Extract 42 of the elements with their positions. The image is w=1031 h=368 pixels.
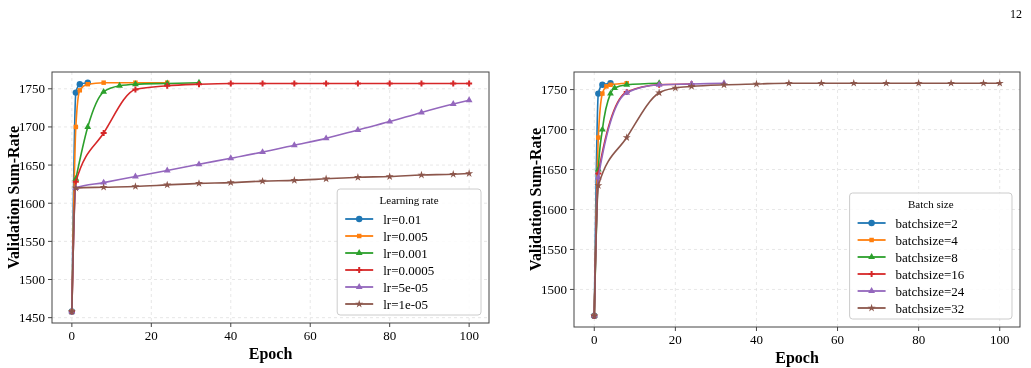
legend-label: lr=1e-05	[383, 296, 429, 312]
y-tick-label: 1700	[19, 119, 45, 135]
y-tick-label: 1450	[19, 310, 45, 326]
text: 12	[1010, 7, 1022, 21]
x-tick-label: 40	[224, 328, 238, 343]
x-tick-label: 20	[668, 332, 682, 347]
y-tick-label: 1650	[19, 157, 45, 173]
x-tick-label: 100	[989, 332, 1010, 347]
y-tick-label: 1600	[19, 195, 45, 211]
x-axis-title: Epoch	[248, 345, 293, 363]
x-tick-label: 80	[912, 332, 926, 347]
legend-label: batchsize=16	[895, 266, 965, 282]
x-tick-label: 0	[591, 332, 598, 347]
legend-label: batchsize=2	[895, 215, 958, 231]
legend-label: batchsize=24	[895, 283, 965, 299]
x-tick-label: 60	[831, 332, 845, 347]
x-axis-title: Epoch	[775, 349, 819, 367]
y-tick-label: 1750	[541, 82, 567, 98]
x-tick-label: 0	[68, 328, 76, 343]
legend-title: Batch size	[908, 198, 954, 210]
legend-label: lr=0.01	[383, 211, 422, 227]
y-tick-label: 1500	[541, 281, 567, 297]
legend-label: batchsize=8	[895, 249, 958, 265]
legend-label: lr=0.005	[383, 228, 428, 244]
y-tick-label: 1500	[19, 272, 45, 288]
legend-label: lr=5e-05	[383, 279, 429, 295]
y-tick-label: 1650	[541, 162, 567, 178]
y-tick-label: 1550	[541, 241, 567, 257]
y-tick-label: 1700	[541, 122, 567, 138]
x-tick-label: 60	[303, 328, 317, 343]
y-tick-label: 1600	[541, 201, 567, 217]
y-tick-label: 1750	[19, 81, 45, 97]
legend-label: lr=0.0005	[383, 262, 435, 278]
x-tick-label: 40	[749, 332, 763, 347]
legend-title: Learning rate	[379, 194, 439, 206]
legend-label: batchsize=32	[895, 300, 965, 316]
x-tick-label: 80	[383, 328, 397, 343]
legend-label: lr=0.001	[383, 245, 428, 261]
x-tick-label: 20	[144, 328, 158, 343]
x-tick-label: 100	[459, 328, 479, 343]
y-tick-label: 1550	[19, 233, 45, 249]
legend-label: batchsize=4	[895, 232, 959, 248]
